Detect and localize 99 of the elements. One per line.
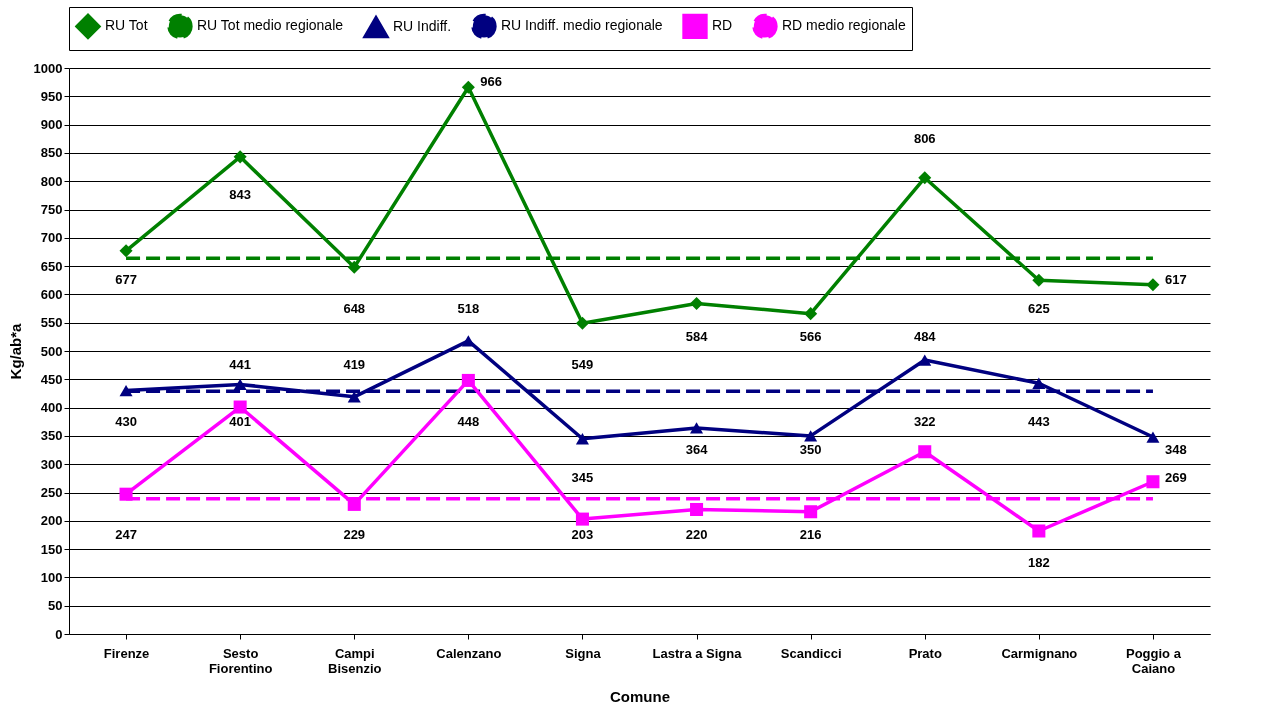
x-tick-label: Signa: [565, 645, 602, 661]
y-tick-label: 700: [40, 230, 63, 246]
data-label: 584: [685, 328, 709, 344]
data-label: 843: [229, 187, 251, 203]
x-tick-label: Sesto Fiorentino: [208, 645, 273, 676]
data-label: 448: [457, 413, 480, 429]
y-tick-label: 600: [40, 286, 63, 302]
y-tick-label: 800: [40, 173, 63, 189]
x-tick-label: Campi Bisenzio: [328, 645, 382, 676]
y-tick-label: 100: [40, 569, 63, 585]
legend-label: RD: [712, 17, 733, 34]
data-label: 518: [457, 300, 480, 316]
data-label: 625: [1028, 300, 1050, 316]
point: [233, 400, 247, 414]
point: [690, 296, 704, 310]
y-tick-label: 850: [40, 145, 63, 161]
x-tick-label: Carmignano: [1001, 645, 1078, 661]
data-label: 617: [1164, 272, 1187, 288]
y-tick-label: 450: [40, 371, 63, 387]
point: [690, 422, 704, 434]
data-label: 566: [799, 328, 822, 344]
data-label: 345: [571, 470, 594, 486]
y-tick-label: 1000: [33, 60, 63, 76]
data-label: 269: [1164, 470, 1187, 486]
point: [461, 373, 475, 387]
y-tick-label: 200: [40, 513, 63, 529]
y-tick-label: 400: [40, 400, 63, 416]
y-tick-label: 300: [40, 456, 63, 472]
data-label: 247: [115, 526, 137, 542]
point: [461, 80, 475, 94]
data-label: 203: [571, 526, 594, 542]
point: [575, 433, 589, 445]
data-label: 549: [571, 357, 594, 373]
point: [804, 430, 818, 442]
y-tick-label: 350: [40, 428, 63, 444]
data-label: 216: [799, 526, 822, 542]
point: [804, 307, 818, 321]
point: [1032, 524, 1046, 538]
data-label: 350: [799, 442, 822, 458]
x-tick-label: Prato: [908, 645, 942, 661]
y-tick-label: 500: [40, 343, 63, 359]
point: [347, 497, 361, 511]
y-tick-label: 0: [55, 626, 63, 642]
data-label: 441: [229, 357, 251, 373]
data-label: 229: [343, 526, 366, 542]
y-tick-label: 50: [48, 598, 63, 614]
legend-label: RD medio regionale: [782, 17, 906, 34]
data-label: 484: [913, 328, 937, 344]
y-tick-label: 150: [40, 541, 63, 557]
data-label: 430: [115, 413, 137, 429]
x-tick-label: Firenze: [103, 645, 150, 661]
y-tick-label: 250: [40, 485, 63, 500]
data-label: 443: [1028, 413, 1050, 429]
legend-label: RU Tot medio regionale: [197, 17, 344, 34]
y-tick-label: 750: [40, 202, 63, 217]
point: [918, 445, 932, 459]
point: [119, 487, 133, 501]
point: [690, 502, 704, 516]
point: [575, 316, 589, 330]
point: [1146, 278, 1160, 292]
data-label: 966: [480, 74, 503, 90]
point: [804, 505, 818, 519]
y-tick-label: 550: [40, 315, 63, 331]
point: [1032, 273, 1046, 287]
x-tick-label: Lastra a Signa: [652, 645, 743, 661]
data-label: 419: [343, 357, 366, 373]
legend-label: RU Indiff. medio regionale: [501, 17, 663, 34]
point: [1146, 475, 1160, 489]
x-tick-label: Poggio a Caiano: [1126, 645, 1182, 676]
data-label: 677: [115, 272, 137, 288]
point: [575, 512, 589, 526]
data-label: 348: [1164, 442, 1187, 458]
point: [119, 244, 133, 258]
data-label: 182: [1028, 555, 1050, 571]
x-axis-title: Comune: [610, 687, 670, 705]
point: [119, 384, 133, 397]
x-tick-label: Scandicci: [780, 645, 842, 661]
legend-label: RU Indiff.: [393, 18, 452, 35]
y-tick-label: 900: [40, 117, 63, 133]
point: [1146, 431, 1160, 443]
point: [918, 354, 932, 366]
point: [233, 378, 247, 391]
legend-label: RU Tot: [105, 17, 148, 34]
data-label: 806: [913, 130, 936, 146]
y-tick-label: 650: [40, 258, 63, 274]
data-label: 364: [685, 442, 709, 458]
y-axis-title: Kg/ab*a: [6, 322, 24, 380]
point: [347, 260, 361, 274]
data-label: 220: [685, 526, 708, 542]
y-tick-label: 950: [40, 88, 63, 104]
point: [233, 150, 247, 164]
data-label: 648: [343, 300, 366, 316]
point: [918, 171, 932, 185]
point: [461, 335, 475, 347]
x-tick-label: Calenzano: [436, 645, 502, 661]
point: [347, 391, 361, 403]
data-label: 322: [913, 413, 936, 429]
data-label: 401: [229, 413, 251, 429]
point: [1032, 377, 1046, 389]
